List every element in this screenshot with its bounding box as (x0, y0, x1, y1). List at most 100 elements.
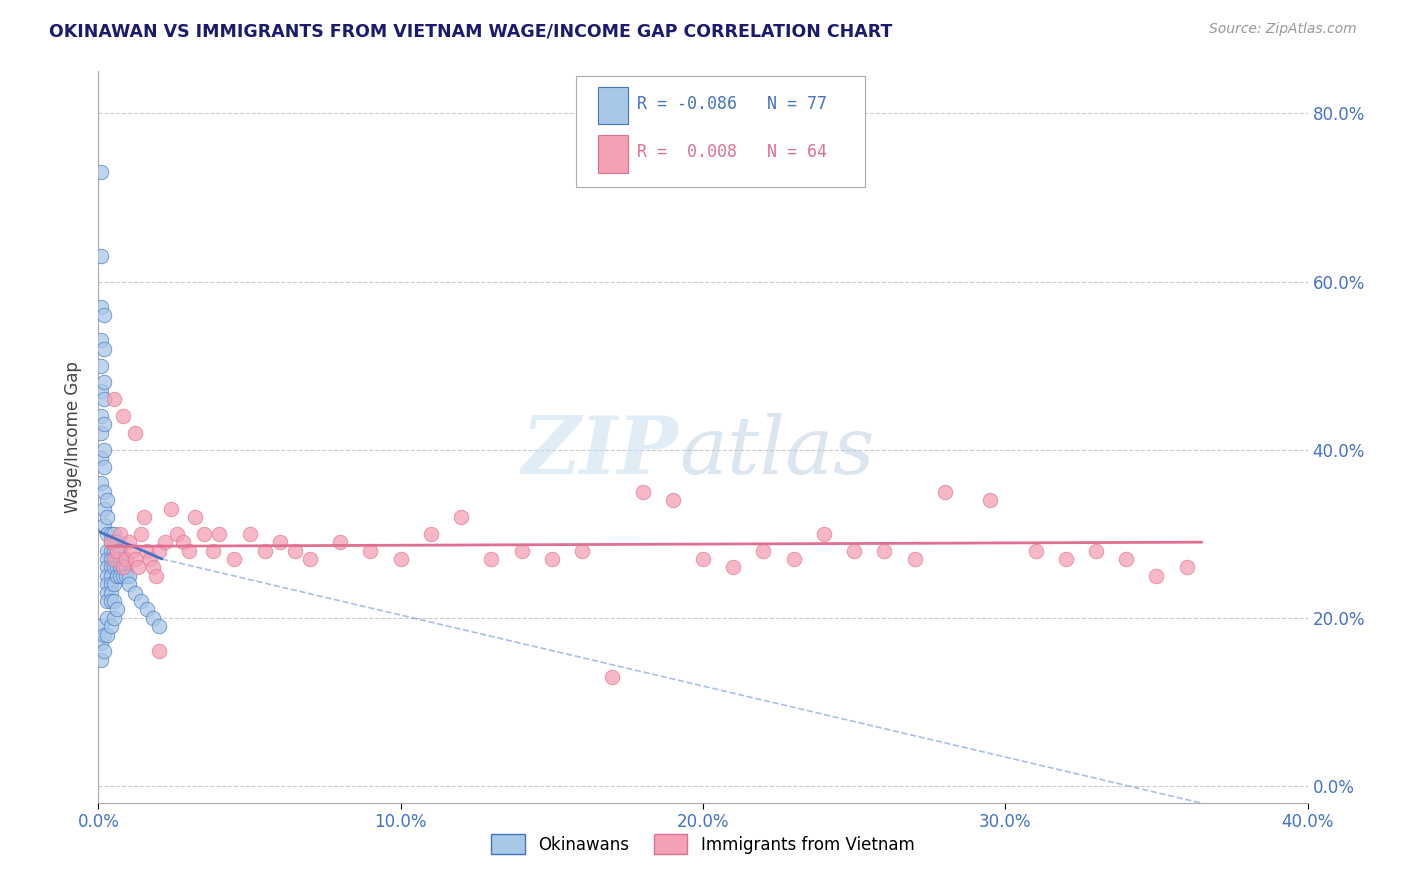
Point (389, 552, 412, 566)
Point (124, 425, 146, 440)
Point (96, 594, 118, 608)
Point (202, 543, 225, 558)
Point (90, 425, 112, 440)
Point (142, 560, 165, 574)
Point (96, 526, 118, 541)
Point (96, 510, 118, 524)
Point (813, 526, 835, 541)
Point (239, 526, 262, 541)
Point (571, 543, 593, 558)
Point (118, 577, 141, 591)
Point (100, 619, 122, 633)
Text: Source: ZipAtlas.com: Source: ZipAtlas.com (1209, 22, 1357, 37)
Point (93, 308, 115, 322)
Text: ZIP: ZIP (522, 413, 679, 491)
Point (93, 342, 115, 356)
Point (108, 560, 131, 574)
Point (752, 543, 775, 558)
Point (93, 392, 115, 407)
Point (510, 543, 533, 558)
Point (114, 560, 136, 574)
Point (118, 569, 141, 583)
Point (93, 376, 115, 390)
Point (90, 451, 112, 466)
Point (179, 543, 201, 558)
Text: R =  0.008   N = 64: R = 0.008 N = 64 (637, 143, 827, 161)
Point (93, 627, 115, 641)
Point (193, 526, 215, 541)
Point (132, 510, 155, 524)
Text: R = -0.086   N = 77: R = -0.086 N = 77 (637, 95, 827, 113)
Point (111, 560, 134, 574)
Point (148, 644, 170, 658)
Point (118, 535, 141, 549)
Text: OKINAWAN VS IMMIGRANTS FROM VIETNAM WAGE/INCOME GAP CORRELATION CHART: OKINAWAN VS IMMIGRANTS FROM VIETNAM WAGE… (49, 22, 893, 40)
Point (148, 619, 170, 633)
Point (90, 384, 112, 398)
Point (329, 535, 352, 549)
Point (100, 585, 122, 599)
Point (602, 670, 624, 684)
Point (100, 569, 122, 583)
Point (934, 484, 956, 499)
Point (105, 535, 128, 549)
Point (100, 543, 122, 558)
Point (96, 627, 118, 641)
Point (105, 602, 128, 616)
Point (783, 552, 806, 566)
Point (108, 569, 131, 583)
Point (129, 594, 152, 608)
Point (103, 535, 125, 549)
Point (93, 501, 115, 516)
Point (1024, 543, 1046, 558)
Point (129, 526, 152, 541)
Point (111, 409, 134, 423)
Point (100, 560, 122, 574)
Point (299, 552, 322, 566)
Point (184, 510, 207, 524)
Point (269, 535, 291, 549)
Point (90, 359, 112, 373)
Point (90, 165, 112, 179)
Point (103, 392, 125, 407)
Point (103, 552, 125, 566)
Point (96, 577, 118, 591)
Point (90, 409, 112, 423)
Point (360, 543, 382, 558)
Point (139, 552, 162, 566)
Point (145, 569, 167, 583)
Point (166, 526, 188, 541)
Point (105, 552, 128, 566)
Point (103, 611, 125, 625)
Point (103, 526, 125, 541)
Point (1175, 560, 1198, 574)
Point (1115, 552, 1137, 566)
Point (1054, 552, 1077, 566)
Point (844, 543, 866, 558)
Point (96, 569, 118, 583)
Point (93, 518, 115, 533)
Point (160, 501, 183, 516)
Point (90, 653, 112, 667)
Y-axis label: Wage/Income Gap: Wage/Income Gap (65, 361, 83, 513)
Point (114, 569, 136, 583)
Point (108, 552, 131, 566)
Point (100, 535, 122, 549)
Point (121, 543, 143, 558)
Point (253, 543, 276, 558)
Point (108, 543, 131, 558)
Point (661, 493, 683, 508)
Point (93, 442, 115, 457)
Point (93, 644, 115, 658)
Point (103, 552, 125, 566)
Point (450, 510, 472, 524)
Point (96, 543, 118, 558)
Point (1144, 569, 1167, 583)
Point (93, 484, 115, 499)
Point (90, 334, 112, 348)
Point (124, 585, 146, 599)
Point (105, 569, 128, 583)
Point (873, 543, 896, 558)
Point (904, 552, 927, 566)
Point (153, 535, 176, 549)
